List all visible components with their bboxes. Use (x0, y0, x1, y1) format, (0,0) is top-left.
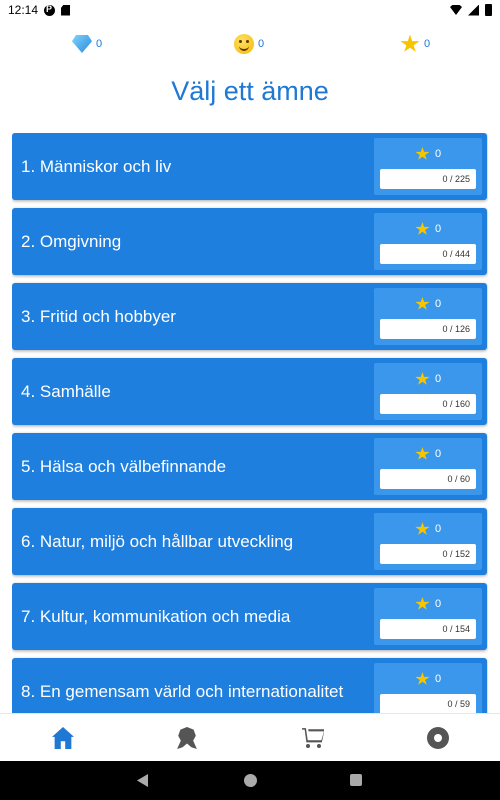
topic-progress: 0 / 126 (380, 319, 476, 339)
status-bar: 12:14 (0, 0, 500, 20)
topic-stats-panel: 0 0 / 154 (374, 588, 482, 645)
topic-stats-panel: 0 0 / 59 (374, 663, 482, 713)
topic-star-row: 0 (374, 295, 482, 313)
topic-stats-panel: 0 0 / 126 (374, 288, 482, 345)
topic-progress: 0 / 444 (380, 244, 476, 264)
topic-label: 4. Samhälle (21, 382, 111, 401)
topic-card[interactable]: 4. Samhälle 0 0 / 160 (12, 358, 487, 425)
wifi-icon (450, 5, 462, 15)
battery-icon (485, 4, 492, 16)
status-left: 12:14 (8, 3, 71, 17)
topic-card[interactable]: 5. Hälsa och välbefinnande 0 0 / 60 (12, 433, 487, 500)
star-icon (415, 522, 430, 535)
page-title: Välj ett ämne (171, 76, 329, 106)
topic-star-count: 0 (434, 523, 442, 535)
notification-icon (44, 4, 56, 16)
gem-counter: 0 (72, 30, 102, 58)
star-icon (415, 372, 430, 385)
star-counter: 0 (400, 30, 430, 58)
counters-bar: 0 0 0 (0, 30, 500, 58)
topic-label: 8. En gemensam värld och internationalit… (21, 682, 344, 701)
signal-icon (468, 4, 479, 16)
topic-star-row: 0 (374, 520, 482, 538)
cart-wheels (306, 744, 310, 748)
topic-star-row: 0 (374, 145, 482, 163)
topic-star-count: 0 (434, 673, 442, 685)
topic-star-row: 0 (374, 595, 482, 613)
topic-star-count: 0 (434, 148, 442, 160)
smiley-icon (234, 34, 254, 54)
topic-stats-panel: 0 0 / 152 (374, 513, 482, 570)
topic-progress: 0 / 160 (380, 394, 476, 414)
topic-card[interactable]: 1. Människor och liv 0 0 / 225 (12, 133, 487, 200)
topic-star-row: 0 (374, 220, 482, 238)
topic-star-row: 0 (374, 370, 482, 388)
topic-star-count: 0 (434, 298, 442, 310)
star-icon (415, 222, 430, 235)
status-time: 12:14 (8, 3, 39, 17)
sd-card-icon (61, 4, 71, 16)
topic-stats-panel: 0 0 / 60 (374, 438, 482, 495)
smiley-counter: 0 (234, 30, 264, 58)
award-icon[interactable] (177, 727, 197, 749)
system-home-icon[interactable] (244, 774, 257, 787)
home-icon[interactable] (52, 727, 74, 749)
topic-card[interactable]: 2. Omgivning 0 0 / 444 (12, 208, 487, 275)
topic-stats-panel: 0 0 / 444 (374, 213, 482, 270)
star-icon (400, 34, 420, 52)
topic-progress: 0 / 152 (380, 544, 476, 564)
bottom-navigation (0, 713, 500, 761)
topic-card[interactable]: 7. Kultur, kommunikation och media 0 0 /… (12, 583, 487, 650)
cart-icon[interactable] (302, 727, 324, 749)
star-icon (415, 147, 430, 160)
settings-button[interactable] (425, 725, 451, 751)
gem-icon (72, 35, 92, 53)
topic-stats-panel: 0 0 / 160 (374, 363, 482, 420)
topic-progress: 0 / 225 (380, 169, 476, 189)
topic-card[interactable]: 8. En gemensam värld och internationalit… (12, 658, 487, 713)
topic-star-count: 0 (434, 373, 442, 385)
star-icon (415, 597, 430, 610)
smiley-count: 0 (258, 38, 265, 50)
topic-label: 5. Hälsa och välbefinnande (21, 457, 227, 476)
topic-progress: 0 / 60 (380, 469, 476, 489)
topic-list[interactable]: 1. Människor och liv 0 0 / 225 2. Omgivn… (12, 133, 488, 713)
topic-card[interactable]: 6. Natur, miljö och hållbar utveckling 0… (12, 508, 487, 575)
topic-progress: 0 / 59 (380, 694, 476, 713)
topic-label: 2. Omgivning (21, 232, 122, 251)
gem-count: 0 (96, 38, 103, 50)
topic-label: 7. Kultur, kommunikation och media (21, 607, 291, 626)
topic-star-count: 0 (434, 448, 442, 460)
topic-progress: 0 / 154 (380, 619, 476, 639)
gear-icon (425, 725, 451, 751)
star-icon (415, 297, 430, 310)
topic-label: 1. Människor och liv (21, 157, 172, 176)
star-count: 0 (424, 38, 431, 50)
topic-card[interactable]: 3. Fritid och hobbyer 0 0 / 126 (12, 283, 487, 350)
topic-label: 6. Natur, miljö och hållbar utveckling (21, 532, 294, 551)
recent-apps-icon[interactable] (350, 774, 362, 786)
star-icon (415, 447, 430, 460)
back-icon[interactable] (137, 774, 148, 787)
topic-star-count: 0 (434, 223, 442, 235)
status-right (450, 4, 492, 16)
topic-label: 3. Fritid och hobbyer (21, 307, 176, 326)
topic-star-row: 0 (374, 670, 482, 688)
topic-star-row: 0 (374, 445, 482, 463)
topic-star-count: 0 (434, 598, 442, 610)
system-navigation-bar (0, 761, 500, 800)
topic-stats-panel: 0 0 / 225 (374, 138, 482, 195)
star-icon (415, 672, 430, 685)
